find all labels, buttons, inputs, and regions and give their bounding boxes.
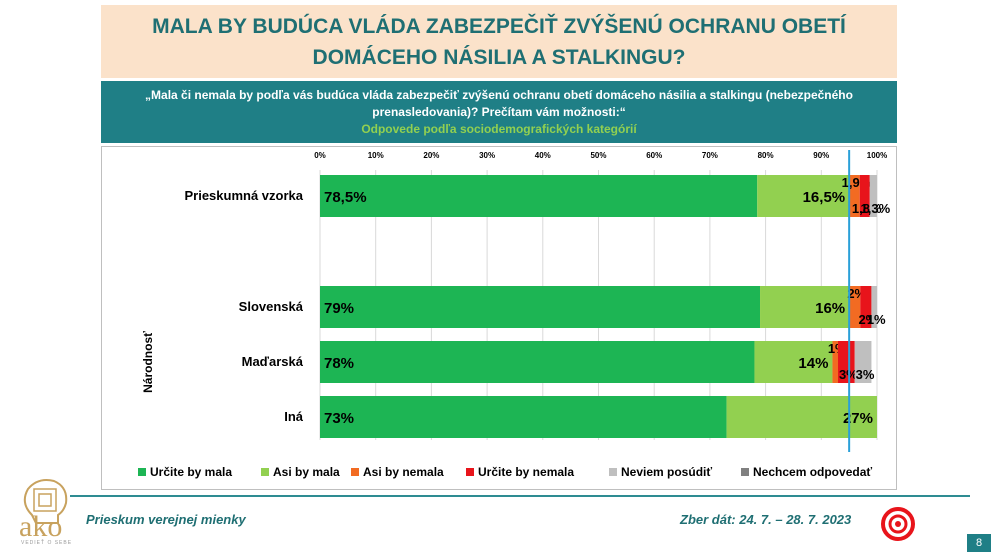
data-label: 73% (324, 410, 354, 427)
data-label: 78,5% (324, 189, 367, 206)
category-label: Maďarská (242, 354, 304, 369)
legend-label: Neviem posúdiť (621, 465, 712, 479)
data-label: 16% (815, 300, 845, 317)
bar (760, 286, 850, 328)
page-number: 8 (967, 534, 991, 552)
logo-tagline: VEDIEŤ O SEBE (21, 540, 73, 546)
bar (871, 286, 877, 328)
legend-swatch (741, 468, 749, 476)
bar (754, 341, 833, 383)
data-label: 1,3% (861, 201, 891, 216)
legend-swatch (351, 468, 359, 476)
group-label: Národnosť (141, 331, 155, 393)
bar (838, 341, 855, 383)
legend-swatch (466, 468, 474, 476)
question-text: „Mala či nemala by podľa vás budúca vlád… (145, 88, 853, 119)
legend-label: Nechcem odpovedať (753, 465, 872, 479)
category-label: Slovenská (239, 299, 304, 314)
legend-swatch (138, 468, 146, 476)
data-label: 16,5% (803, 189, 846, 206)
bar (832, 341, 839, 383)
data-label: 27% (843, 410, 873, 427)
x-tick-label: 0% (314, 151, 326, 160)
bar (860, 286, 872, 328)
legend-label: Asi by mala (273, 465, 340, 479)
category-label: Prieskumná vzorka (184, 188, 303, 203)
logo-wordmark: ako (19, 510, 63, 543)
bar (859, 175, 870, 217)
ako-logo-icon (23, 479, 68, 524)
x-tick-label: 50% (590, 151, 606, 160)
legend-label: Určite by mala (150, 465, 232, 479)
page-title: MALA BY BUDÚCA VLÁDA ZABEZPEČIŤ ZVÝŠENÚ … (152, 14, 846, 69)
category-label: Iná (284, 409, 304, 424)
x-tick-label: 90% (813, 151, 829, 160)
title-banner: MALA BY BUDÚCA VLÁDA ZABEZPEČIŤ ZVÝŠENÚ … (101, 5, 897, 78)
question-banner: „Mala či nemala by podľa vás budúca vlád… (101, 81, 897, 143)
bar (869, 175, 877, 217)
data-label: 1% (867, 312, 886, 327)
question-subtitle: Odpovede podľa sociodemografických kateg… (361, 122, 637, 136)
spiral-brand-icon (881, 507, 915, 541)
x-tick-label: 40% (535, 151, 551, 160)
bar (320, 286, 761, 328)
x-tick-label: 30% (479, 151, 495, 160)
legend-swatch (609, 468, 617, 476)
legend-label: Určite by nemala (478, 465, 574, 479)
bar (757, 175, 850, 217)
x-tick-label: 70% (702, 151, 718, 160)
footer-divider (70, 495, 970, 497)
bar (320, 396, 727, 438)
data-label: 79% (324, 300, 354, 317)
chart-frame (101, 146, 897, 490)
x-tick-label: 20% (423, 151, 439, 160)
data-label: 3% (856, 367, 875, 382)
legend-label: Asi by nemala (363, 465, 444, 479)
bar (854, 341, 872, 383)
x-tick-label: 80% (758, 151, 774, 160)
bar (726, 396, 877, 438)
footer-date-label: Zber dát: 24. 7. – 28. 7. 2023 (680, 512, 852, 527)
bar (320, 341, 755, 383)
footer-survey-label: Prieskum verejnej mienky (86, 512, 246, 527)
x-tick-label: 10% (368, 151, 384, 160)
bar (849, 286, 861, 328)
bar (849, 175, 860, 217)
data-label: 14% (798, 355, 828, 372)
x-tick-label: 60% (646, 151, 662, 160)
x-tick-label: 100% (867, 151, 887, 160)
legend-swatch (261, 468, 269, 476)
data-label: 78% (324, 355, 354, 372)
bar (320, 175, 758, 217)
